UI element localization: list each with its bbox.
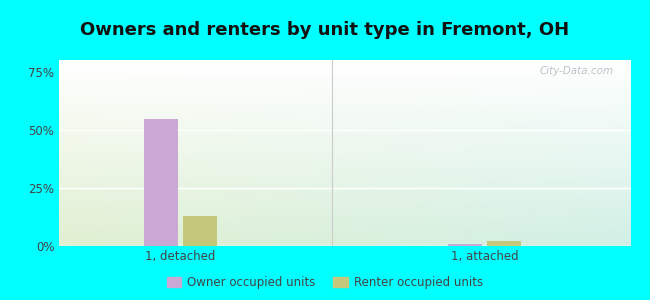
Bar [183, 216, 216, 246]
Text: Owners and renters by unit type in Fremont, OH: Owners and renters by unit type in Fremo… [81, 21, 569, 39]
Bar [144, 119, 177, 246]
Text: City-Data.com: City-Data.com [540, 66, 614, 76]
Bar [448, 244, 482, 246]
Bar [487, 241, 521, 246]
Legend: Owner occupied units, Renter occupied units: Owner occupied units, Renter occupied un… [162, 272, 488, 294]
